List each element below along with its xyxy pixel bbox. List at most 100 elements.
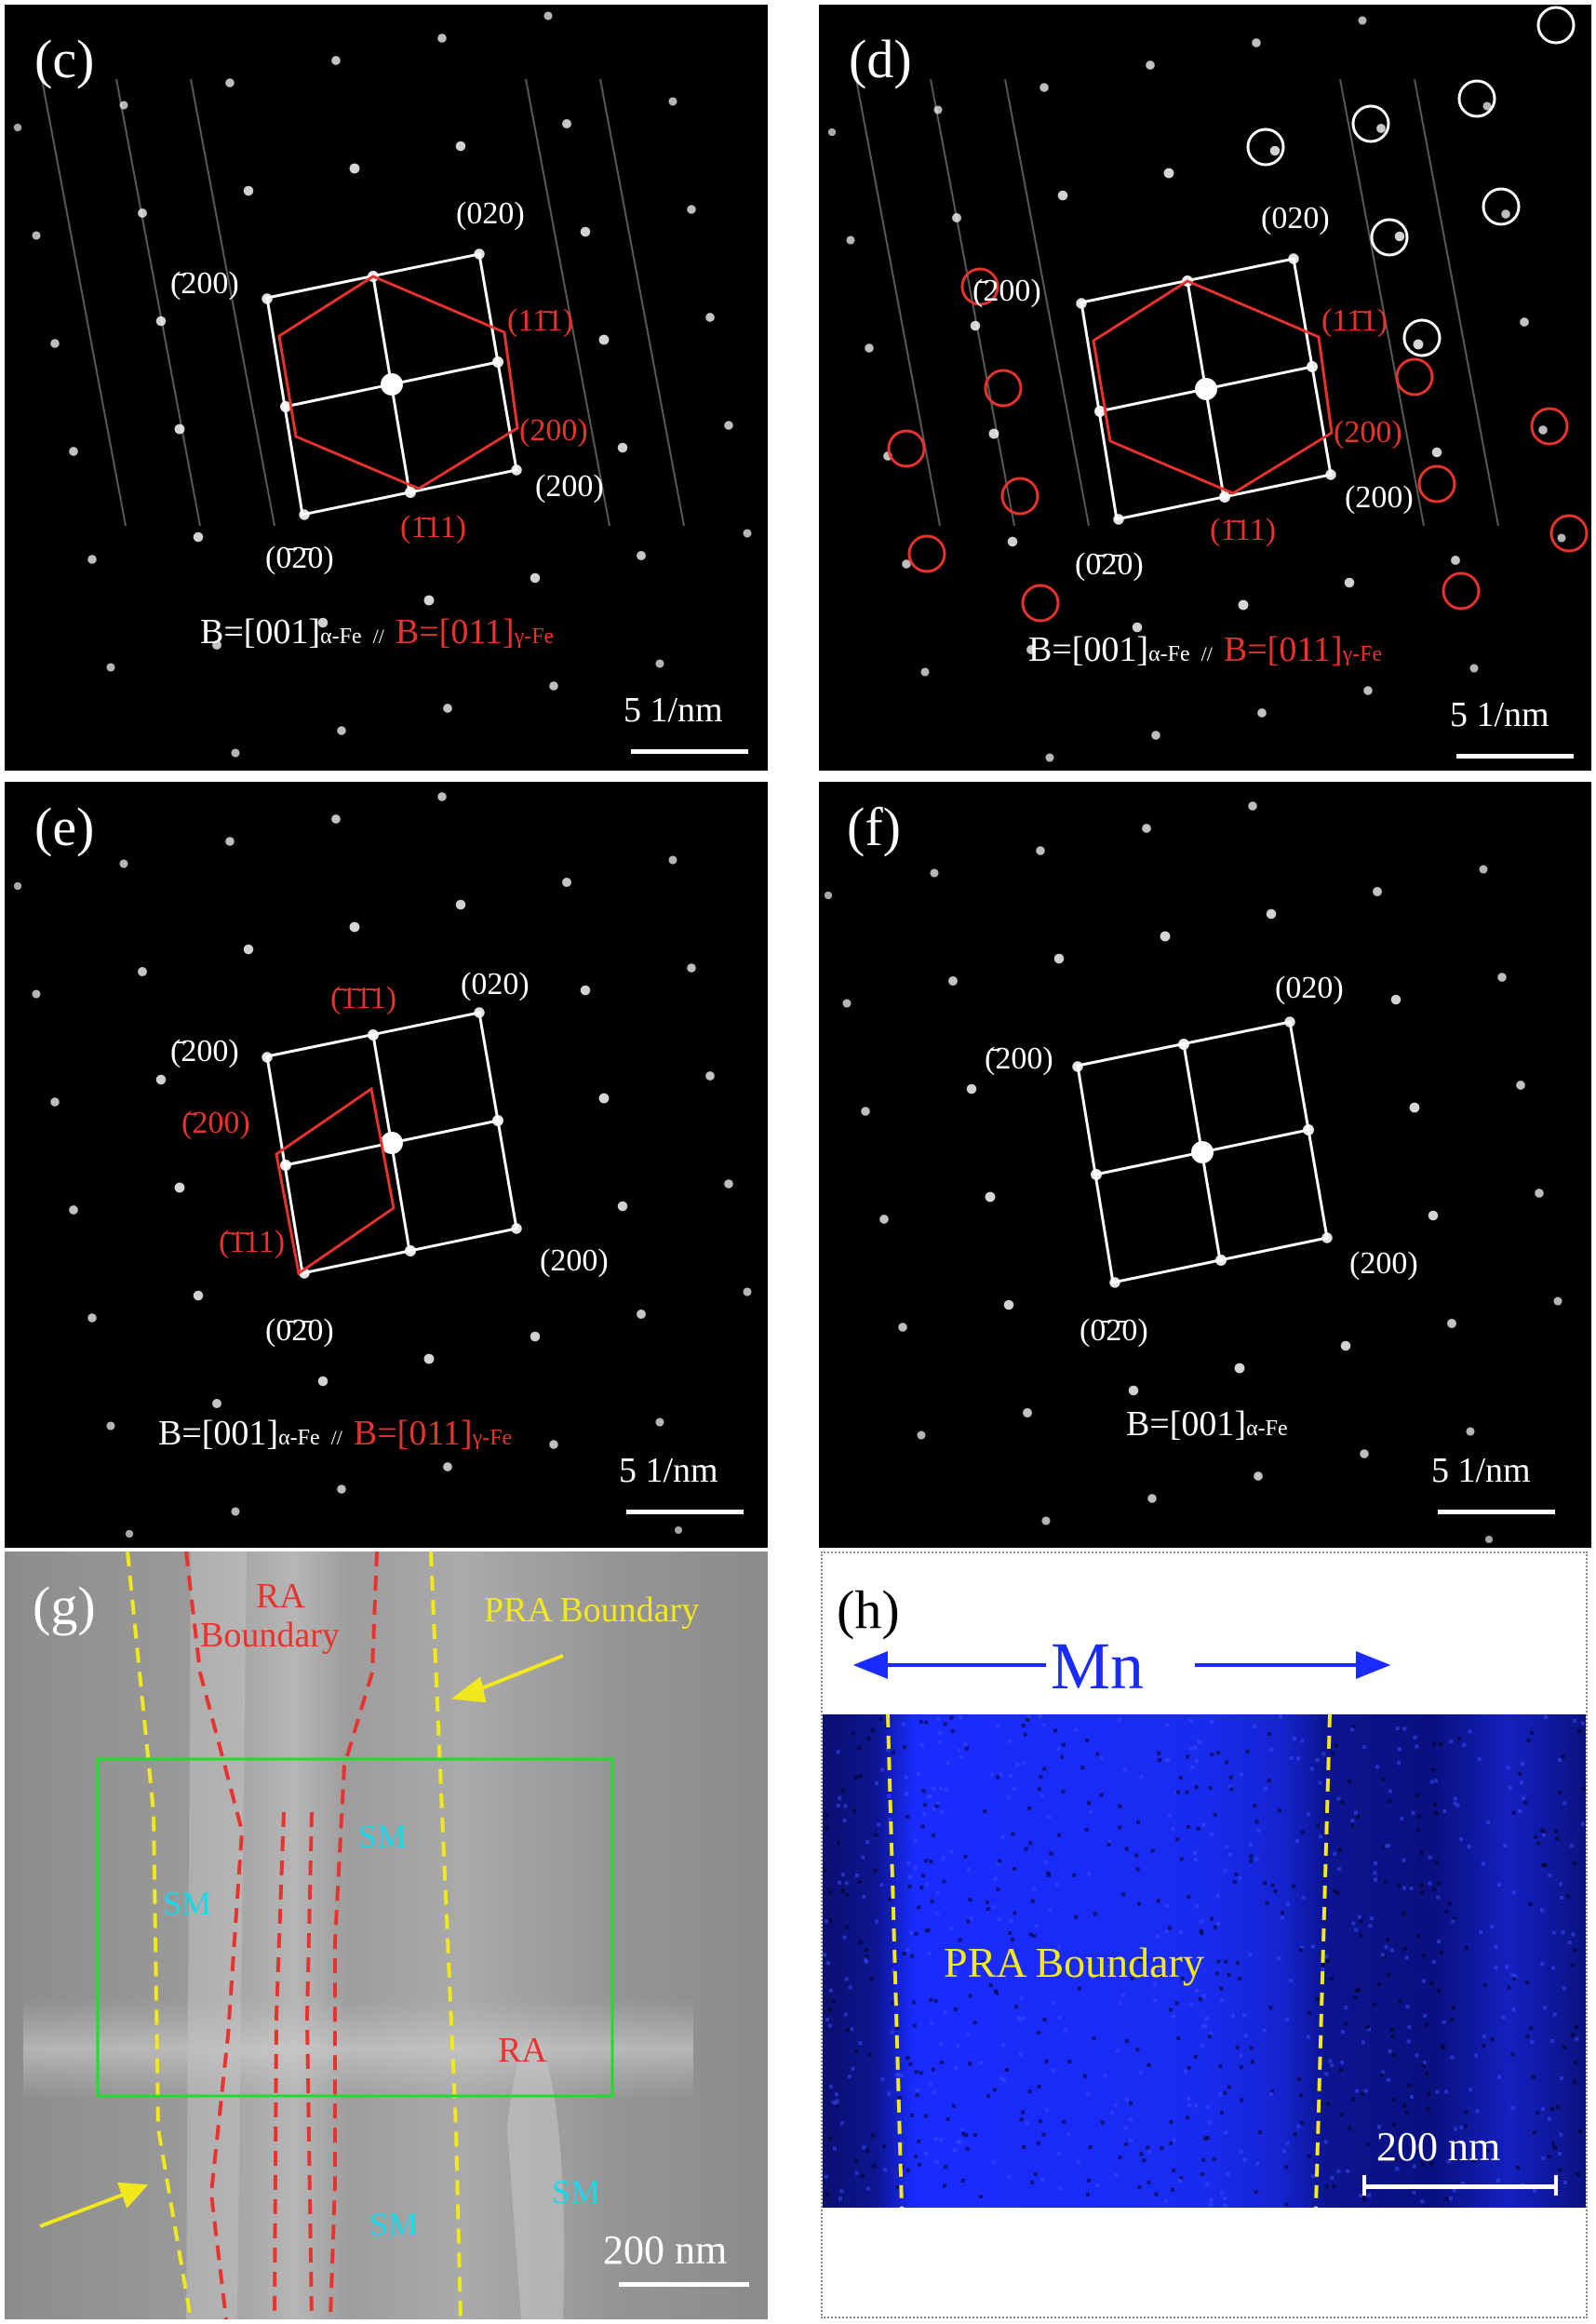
noise-pixel	[924, 2151, 929, 2156]
noise-pixel	[1400, 1816, 1404, 1820]
panel-label: (e)	[34, 797, 94, 857]
noise-pixel	[842, 1818, 847, 1822]
noise-pixel	[966, 2032, 971, 2036]
noise-pixel	[964, 2133, 969, 2138]
zone-axis: B=[001]α-Fe//B=[011]γ-Fe	[1028, 630, 1382, 669]
noise-pixel	[1388, 1798, 1392, 1803]
diffraction-spot	[743, 529, 752, 538]
noise-pixel	[1562, 1986, 1566, 1991]
noise-pixel	[1041, 2132, 1046, 2137]
noise-pixel	[1374, 1877, 1378, 1882]
noise-pixel	[1196, 1826, 1200, 1831]
scale-bar-label: 200 nm	[603, 2227, 727, 2273]
noise-pixel	[1379, 2073, 1384, 2077]
diffraction-spot	[174, 423, 185, 435]
noise-pixel	[1577, 2129, 1582, 2134]
noise-pixel	[1125, 2038, 1129, 2043]
noise-pixel	[1554, 1836, 1559, 1841]
noise-pixel	[1358, 1914, 1361, 1919]
red-boundaries	[184, 1552, 379, 2319]
noise-pixel	[1179, 2176, 1184, 2180]
diffraction-spot	[317, 617, 329, 628]
noise-pixel	[1093, 1912, 1097, 1916]
index-020: (020)	[461, 967, 530, 1001]
noise-pixel	[953, 2007, 958, 2011]
noise-pixel	[1267, 1779, 1271, 1783]
noise-pixel	[1419, 1883, 1424, 1887]
noise-pixel	[1082, 2074, 1087, 2078]
noise-pixel	[1268, 2006, 1273, 2010]
noise-pixel	[1277, 1956, 1281, 1961]
noise-pixel	[1235, 1961, 1240, 1966]
noise-pixel	[1289, 1756, 1294, 1760]
noise-pixel	[1193, 1745, 1198, 1750]
noise-pixel	[1362, 2196, 1366, 2201]
noise-pixel	[1222, 2196, 1227, 2201]
noise-pixel	[1219, 1998, 1224, 2003]
noise-pixel	[992, 2160, 997, 2165]
noise-pixel	[825, 2017, 829, 2022]
noise-pixel	[1174, 1791, 1178, 1795]
noise-pixel	[1406, 2039, 1411, 2044]
diffraction-spot	[549, 681, 558, 691]
scale-bar	[1438, 1510, 1555, 1514]
noise-pixel	[862, 2145, 866, 2150]
noise-pixel	[1026, 1717, 1030, 1722]
noise-pixel	[944, 2165, 947, 2170]
zone-axis: B=[001]α-Fe//B=[011]γ-Fe	[200, 612, 554, 652]
noise-pixel	[924, 1859, 929, 1863]
diffraction-spot	[443, 1462, 452, 1471]
noise-pixel	[968, 1994, 972, 1998]
noise-pixel	[1294, 1838, 1299, 1843]
noise-pixel	[1198, 1740, 1202, 1744]
noise-pixel	[866, 1736, 871, 1740]
noise-pixel	[1429, 2162, 1434, 2166]
noise-pixel	[880, 2076, 885, 2081]
noise-pixel	[1115, 2049, 1120, 2053]
index-red-bar200: (̄200)	[181, 1106, 250, 1140]
noise-pixel	[844, 1881, 849, 1886]
noise-pixel	[1383, 1879, 1388, 1884]
noise-pixel	[1332, 2184, 1336, 2189]
noise-pixel	[1013, 2004, 1018, 2008]
noise-pixel	[908, 1874, 912, 1879]
index-0bar20: (0̄2̄0)	[265, 541, 334, 575]
noise-pixel	[939, 2138, 943, 2143]
noise-pixel	[1351, 2097, 1356, 2102]
noise-pixel	[1442, 1809, 1447, 1813]
noise-pixel	[834, 2102, 838, 2106]
noise-pixel	[831, 2100, 836, 2104]
noise-pixel	[858, 2041, 863, 2046]
noise-pixel	[1218, 2064, 1223, 2068]
noise-pixel	[1153, 1998, 1158, 2002]
noise-pixel	[1293, 2132, 1297, 2137]
diffraction-spot	[1238, 599, 1249, 611]
diffraction-spots	[13, 792, 752, 1538]
noise-pixel	[1495, 2178, 1500, 2183]
noise-pixel	[909, 2113, 914, 2117]
diffraction-spot	[1257, 708, 1267, 718]
panel-d: (d) (020) (̄200) (200) (0̄2̄0) (11̄1) (2…	[819, 5, 1591, 771]
index-020: (020)	[1261, 201, 1330, 235]
noise-pixel	[1426, 2106, 1430, 2111]
noise-pixel	[1193, 1858, 1198, 1862]
noise-pixel	[1176, 2035, 1181, 2040]
diffraction-spot	[225, 837, 235, 846]
diffraction-spot	[1520, 317, 1529, 327]
noise-pixel	[1455, 1803, 1460, 1807]
noise-pixel	[1030, 2180, 1035, 2184]
noise-pixel	[1512, 1977, 1517, 1981]
diffraction-spot	[1516, 1081, 1525, 1090]
noise-pixel	[1087, 1871, 1092, 1875]
noise-pixel	[1567, 1941, 1572, 1944]
diffraction-spot	[1003, 1299, 1014, 1310]
noise-pixel	[913, 1866, 918, 1871]
diffraction-spot	[87, 555, 97, 564]
noise-pixel	[1551, 1966, 1555, 1970]
noise-pixel	[1048, 1908, 1053, 1913]
diffraction-spot	[32, 989, 41, 999]
diffraction-spot	[437, 34, 447, 43]
noise-pixel	[1574, 2025, 1578, 2030]
noise-pixel	[858, 1774, 863, 1779]
noise-pixel	[824, 2174, 828, 2179]
